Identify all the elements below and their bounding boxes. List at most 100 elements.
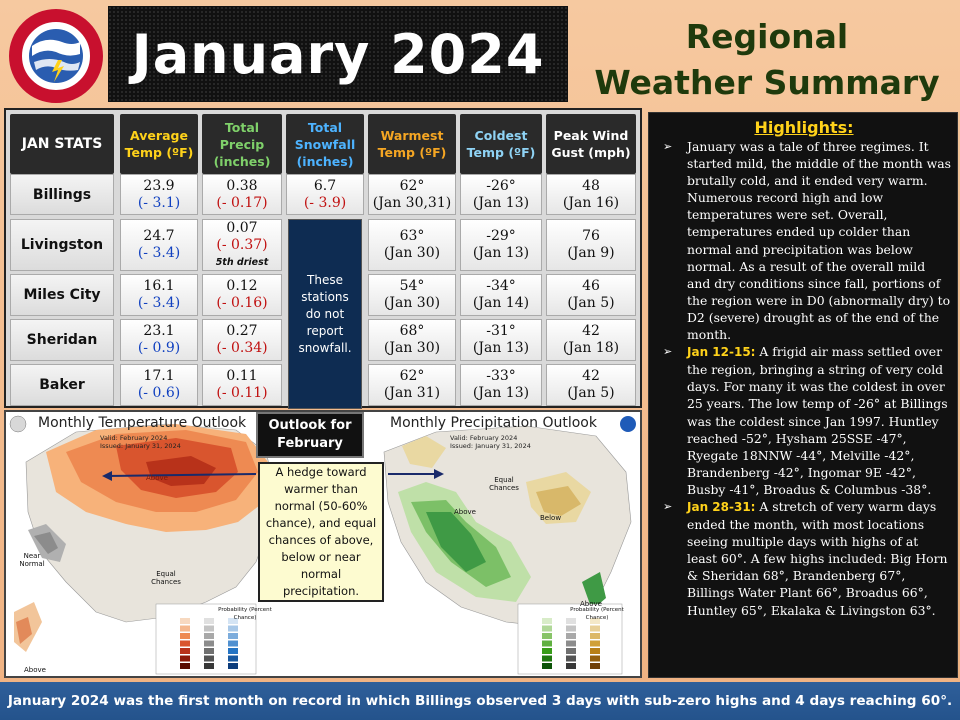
stat-detail: (- 3.1) (137, 194, 181, 211)
stat-detail: (Jan 31) (383, 385, 441, 401)
stat-cell-avg: 23.9 (- 3.1) (120, 174, 198, 215)
stat-detail: (- 0.11) (216, 385, 268, 401)
station-label: Miles City (10, 274, 114, 316)
column-header: Warmest Temp (ºF) (368, 114, 456, 174)
stat-detail: (- 0.37) (216, 236, 268, 253)
temp-map-issued: Issued: January 31, 2024 (100, 442, 181, 450)
stat-detail: (Jan 30) (383, 340, 441, 356)
stat-detail: (- 0.17) (216, 194, 268, 211)
legend-swatch (180, 663, 190, 669)
column-header: Peak Wind Gust (mph) (546, 114, 636, 174)
stat-note: 5th driest (215, 256, 269, 268)
stat-cell-cold: -26° (Jan 13) (460, 174, 542, 215)
legend-swatch (204, 655, 214, 662)
temp-label-near: Near Normal (19, 552, 45, 568)
legend-swatch (180, 648, 190, 654)
legend-swatch (180, 640, 190, 647)
station-label: Livingston (10, 219, 114, 271)
legend-swatch (566, 618, 576, 624)
legend-swatch (566, 633, 576, 639)
legend-swatch (204, 618, 214, 624)
stat-detail: (- 0.34) (216, 340, 268, 356)
stat-cell-gust: 42 (Jan 18) (546, 319, 636, 361)
precip-map-issued: Issued: January 31, 2024 (450, 442, 531, 450)
page-title: January 2024 (131, 22, 545, 86)
temp-map-dates: Valid: February 2024 Issued: January 31,… (100, 434, 181, 450)
stat-cell-warm: 62° (Jan 31) (368, 364, 456, 406)
stat-detail: (Jan 5) (567, 295, 615, 311)
precip-legend-title: Probability (Percent Chance) (570, 607, 624, 621)
legend-swatch (542, 655, 552, 662)
stat-value: 23.9 (143, 177, 175, 194)
stat-cell-warm: 62° (Jan 30,31) (368, 174, 456, 215)
stat-detail: (Jan 30,31) (372, 194, 452, 211)
highlight-text: A frigid air mass settled over the regio… (687, 344, 948, 497)
precip-legend (517, 603, 623, 675)
stat-cell-precip: 0.27 (- 0.34) (202, 319, 282, 361)
stat-detail: (Jan 13) (472, 385, 530, 401)
stat-cell-cold: -33° (Jan 13) (460, 364, 542, 406)
legend-swatch (590, 648, 600, 654)
stat-value: 54° (399, 278, 425, 294)
stat-value: 76 (582, 228, 600, 244)
highlight-text: January was a tale of three regimes. It … (687, 139, 952, 343)
stat-detail: (Jan 18) (562, 340, 620, 356)
stat-cell-gust: 46 (Jan 5) (546, 274, 636, 316)
legend-swatch (228, 655, 238, 662)
column-header: Total Snowfall (inches) (286, 114, 364, 174)
stat-detail: (Jan 9) (567, 245, 615, 261)
precip-label-above: Above (454, 508, 476, 516)
stat-value: 0.12 (226, 278, 258, 294)
stat-value: 0.07 (226, 219, 258, 236)
noaa-seal-icon (9, 415, 27, 433)
stat-value: 42 (582, 368, 600, 384)
stat-cell-gust: 42 (Jan 5) (546, 364, 636, 406)
stat-detail: (- 0.6) (137, 385, 181, 401)
temp-label-equal: Equal Chances (151, 570, 181, 586)
highlights-panel: Highlights: ➢ January was a tale of three… (648, 112, 958, 678)
highlight-lead: Jan 28-31: (687, 499, 756, 514)
stat-value: -31° (486, 323, 516, 339)
stat-cell-snow: 6.7 (- 3.9) (286, 174, 364, 215)
legend-swatch (542, 625, 552, 632)
arrow-bullet-icon: ➢ (663, 499, 673, 513)
legend-swatch (566, 625, 576, 632)
stat-value: 68° (399, 323, 425, 339)
temp-legend (155, 603, 257, 675)
precipitation-outlook-map (383, 425, 632, 628)
stat-detail: (Jan 5) (567, 385, 615, 401)
temp-label-above-2: Above (24, 666, 46, 674)
stat-detail: (Jan 30) (383, 245, 441, 261)
highlights-list: ➢ January was a tale of three regimes. It… (657, 138, 951, 619)
outlook-maps-panel: Monthly Temperature Outlook Valid: Febru… (4, 410, 642, 678)
highlights-title: Highlights: (754, 118, 854, 137)
title-banner: January 2024 (108, 6, 568, 102)
highlight-lead: Jan 12-15: (687, 345, 756, 360)
legend-swatch (590, 640, 600, 647)
legend-swatch (180, 618, 190, 624)
stat-cell-cold: -31° (Jan 13) (460, 319, 542, 361)
legend-swatch (566, 648, 576, 654)
noaa-logo-icon (620, 416, 636, 432)
column-header: Average Temp (ºF) (120, 114, 198, 174)
stat-value: -34° (486, 278, 516, 294)
stat-value: 62° (399, 368, 425, 384)
highlights-title-text: Highlights (754, 118, 848, 137)
subtitle-line-2: Weather Summary (594, 63, 940, 102)
stat-detail: (Jan 13) (472, 245, 530, 261)
stat-cell-gust: 48 (Jan 16) (546, 174, 636, 215)
highlight-text: A stretch of very warm days ended the mo… (687, 498, 948, 618)
stat-detail: (- 3.4) (137, 295, 181, 311)
stat-cell-cold: -29° (Jan 13) (460, 219, 542, 271)
stat-detail: (- 3.9) (303, 194, 347, 211)
outlook-header: Outlook for February (256, 412, 364, 458)
station-label: Sheridan (10, 319, 114, 361)
arrow-bullet-icon: ➢ (663, 140, 673, 153)
legend-swatch (228, 663, 238, 669)
legend-swatch (590, 618, 600, 624)
station-label: Baker (10, 364, 114, 406)
stat-cell-precip: 0.12 (- 0.16) (202, 274, 282, 316)
stat-cell-precip: 0.11 (- 0.11) (202, 364, 282, 406)
legend-swatch (566, 640, 576, 647)
stat-detail: (- 3.4) (137, 245, 181, 261)
